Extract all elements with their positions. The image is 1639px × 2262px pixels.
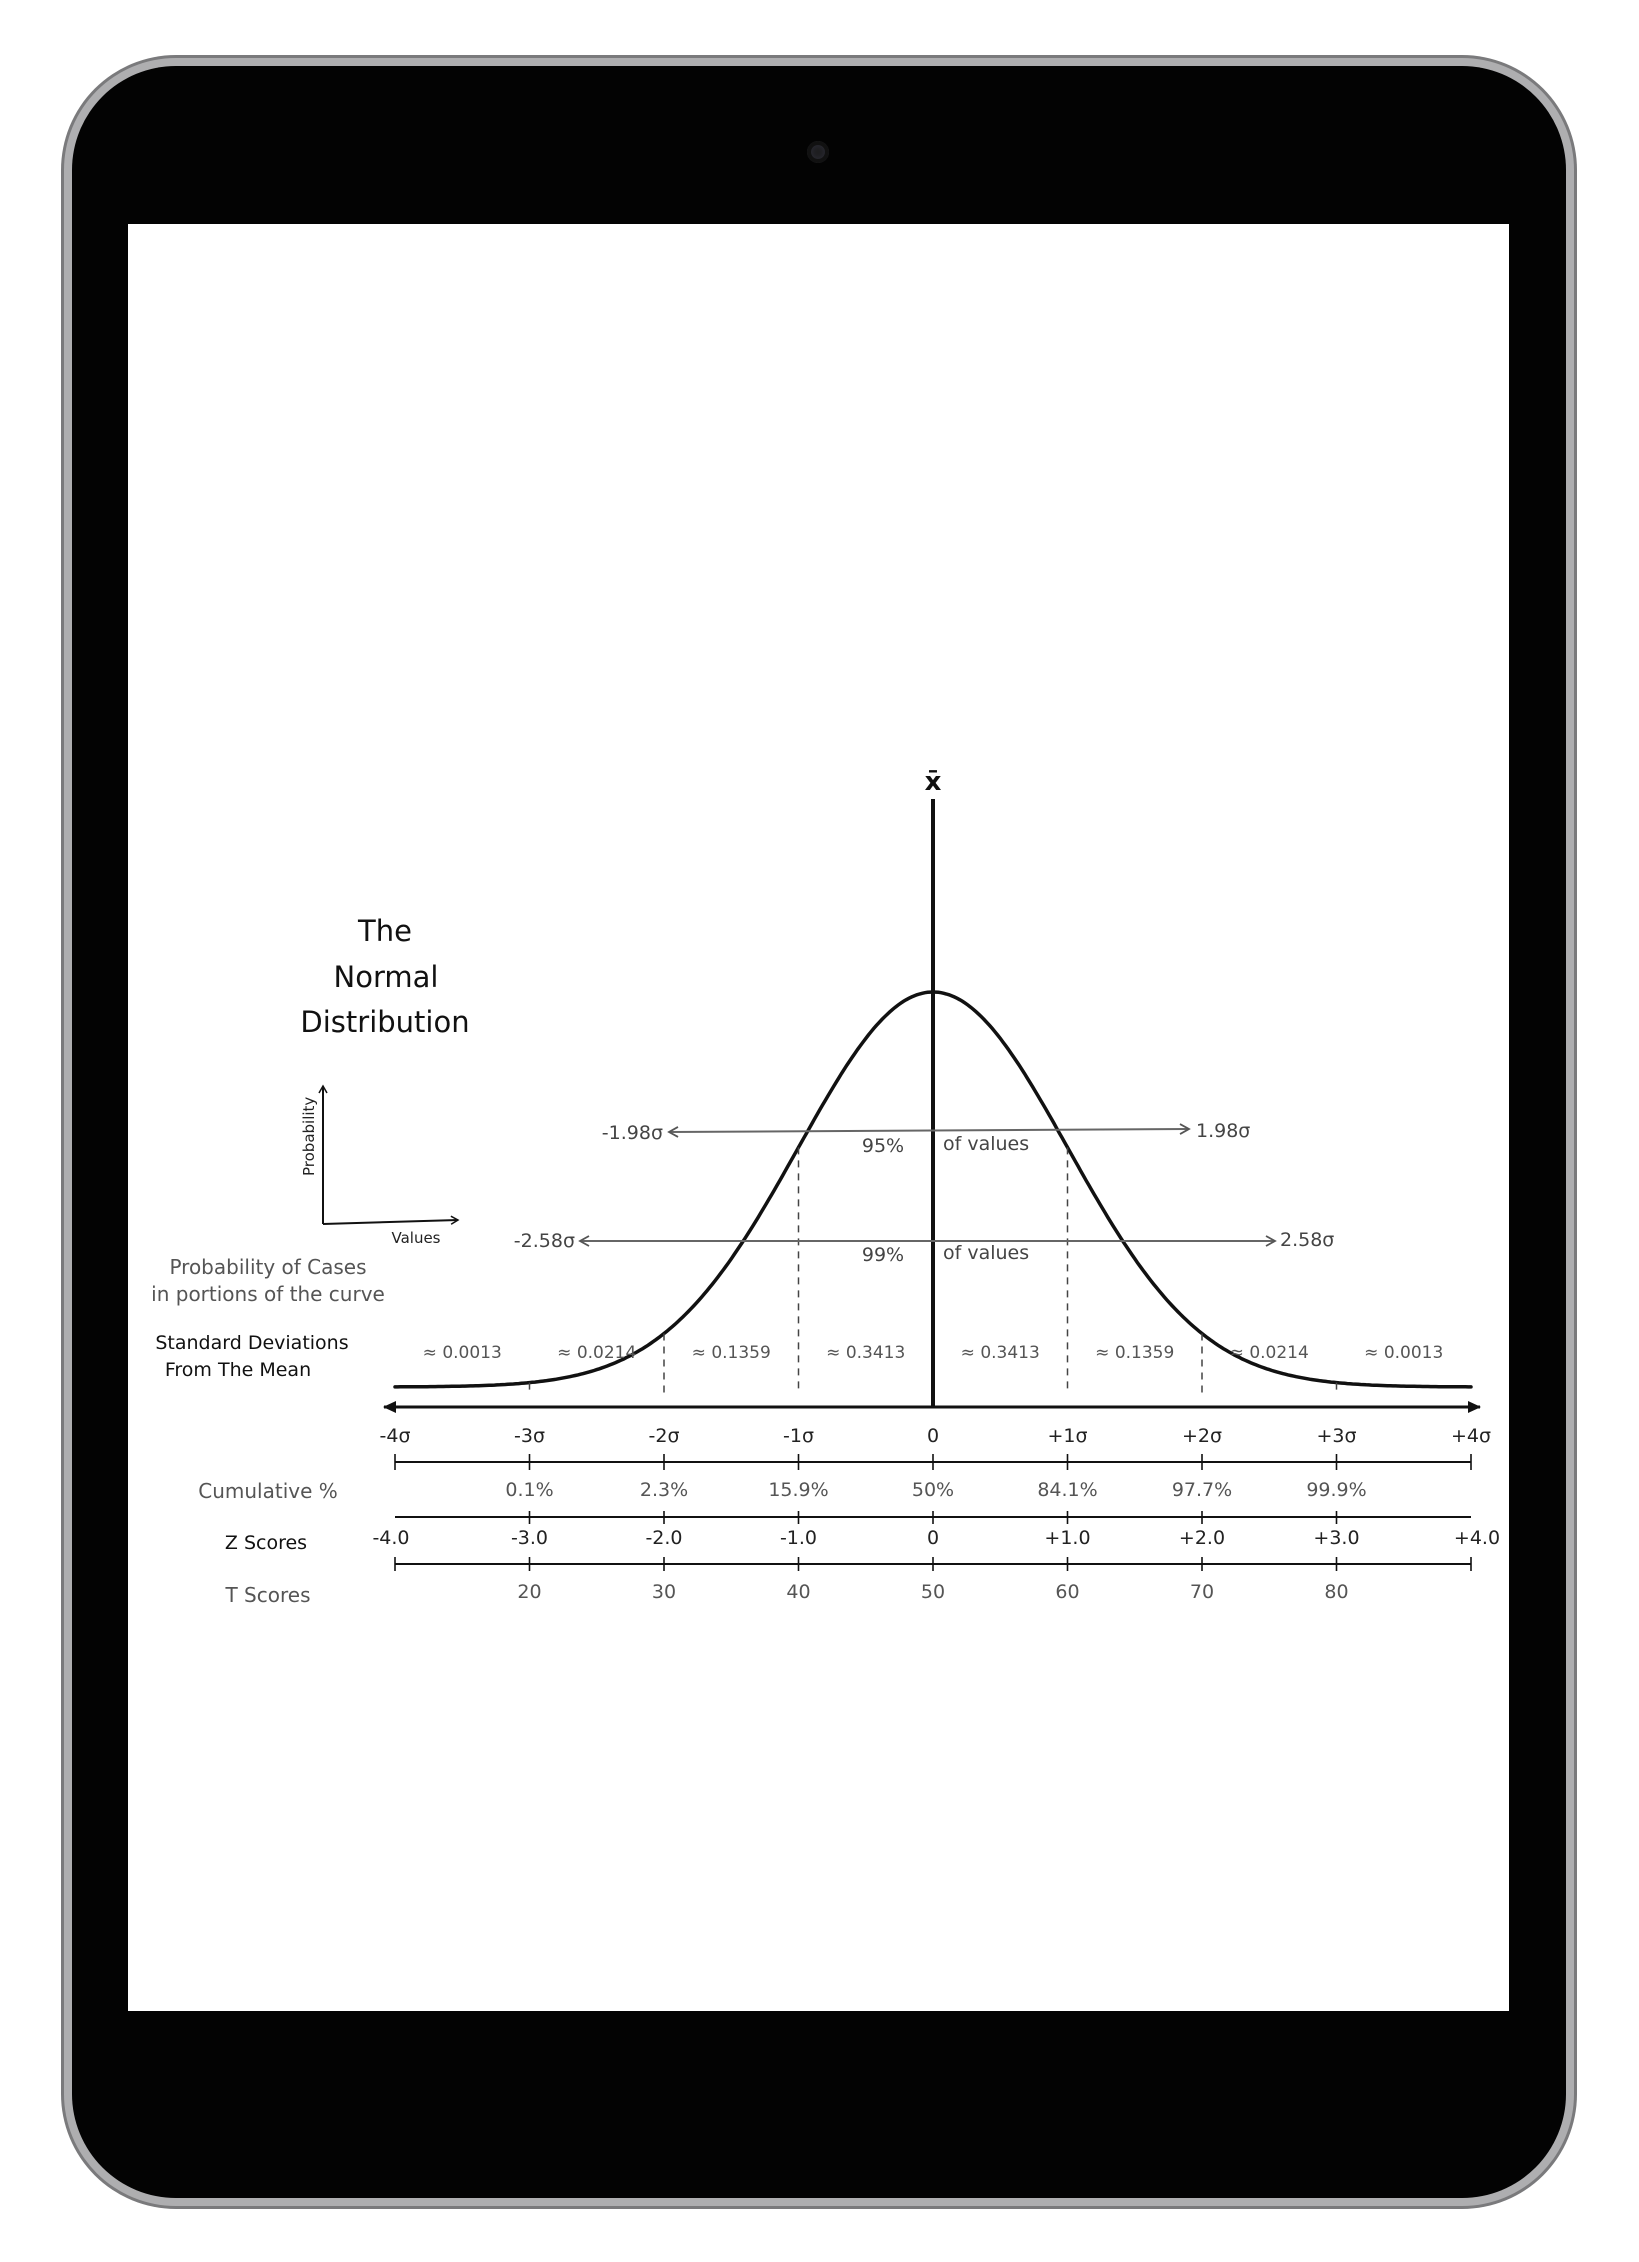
sd-tick-label: -4σ: [380, 1425, 411, 1447]
t-score-value: 20: [517, 1581, 541, 1603]
interval-99-left-label: -2.58σ: [514, 1230, 575, 1252]
z-score-value: +4.0: [1454, 1527, 1500, 1549]
sd-tick-label: -3σ: [514, 1425, 545, 1447]
interval-99-right-label: 2.58σ: [1280, 1229, 1334, 1251]
sd-tick-label: +3σ: [1316, 1425, 1356, 1447]
probability-value: ≈ 0.1359: [1095, 1343, 1174, 1363]
z-score-value: +3.0: [1313, 1527, 1359, 1549]
probability-value: ≈ 0.1359: [692, 1343, 771, 1363]
cumulative-value: 97.7%: [1172, 1479, 1232, 1501]
probability-values: ≈ 0.0013 ≈ 0.0214 ≈ 0.1359 ≈ 0.3413 ≈ 0.3413…: [423, 1343, 1444, 1363]
prob-label-line-2: in portions of the curve: [151, 1282, 385, 1306]
z-scores-label: Z Scores: [225, 1532, 307, 1554]
t-score-value: 50: [921, 1581, 945, 1603]
mean-symbol: x̄: [925, 767, 942, 797]
probability-value: ≈ 0.0214: [557, 1343, 636, 1363]
front-camera: [807, 141, 829, 163]
sd-label-line-1: Standard Deviations: [155, 1332, 348, 1354]
cumulative-label: Cumulative %: [198, 1479, 338, 1503]
t-score-value: 80: [1324, 1581, 1348, 1603]
title-line-2: Normal: [334, 960, 439, 994]
cumulative-value: 84.1%: [1037, 1479, 1097, 1501]
mini-axis-ylabel: Probability: [300, 1097, 318, 1176]
sd-tick-label: -2σ: [649, 1425, 680, 1447]
scale-rows: -4σ -3σ -2σ -1σ 0 +1σ +2σ +3σ +4σ 0.1% 2.3% 15.9% 50…: [372, 1425, 1500, 1603]
cumulative-value: 99.9%: [1306, 1479, 1366, 1501]
probability-value: ≈ 0.3413: [826, 1343, 905, 1363]
sd-tick-label: -1σ: [783, 1425, 814, 1447]
sd-label-line-2: From The Mean: [165, 1359, 311, 1381]
t-score-value: 60: [1055, 1581, 1079, 1603]
sd-tick-label: +1σ: [1047, 1425, 1087, 1447]
mini-axes-icon: Probability Values: [300, 1084, 460, 1247]
sd-tick-label: 0: [927, 1425, 939, 1447]
z-score-value: -3.0: [511, 1527, 548, 1549]
probability-value: ≈ 0.0214: [1230, 1343, 1309, 1363]
title-line-1: The: [357, 914, 412, 948]
interval-95-right-label: 1.98σ: [1196, 1120, 1250, 1142]
cumulative-value: 0.1%: [505, 1479, 553, 1501]
prob-label-line-1: Probability of Cases: [169, 1255, 366, 1279]
interval-99-percent: 99%: [862, 1244, 904, 1266]
interval-95-text: of values: [943, 1133, 1029, 1155]
z-score-value: +2.0: [1179, 1527, 1225, 1549]
tablet-screen: The Normal Distribution Probability Valu…: [128, 224, 1509, 2011]
sigma-dashed-lines: [528, 1147, 1338, 1394]
t-score-value: 40: [786, 1581, 810, 1603]
title-line-3: Distribution: [300, 1005, 469, 1039]
z-score-value: -4.0: [372, 1527, 409, 1549]
cumulative-value: 2.3%: [640, 1479, 688, 1501]
interval-95: -1.98σ 1.98σ 95% of values: [602, 1120, 1251, 1157]
t-scores-label: T Scores: [224, 1583, 310, 1607]
t-score-value: 70: [1190, 1581, 1214, 1603]
probability-value: ≈ 0.0013: [1364, 1343, 1443, 1363]
mini-axis-xlabel: Values: [391, 1229, 440, 1247]
sd-tick-label: +2σ: [1182, 1425, 1222, 1447]
cumulative-value: 50%: [912, 1479, 954, 1501]
normal-distribution-diagram: The Normal Distribution Probability Valu…: [151, 767, 1500, 1607]
probability-value: ≈ 0.0013: [423, 1343, 502, 1363]
probability-value: ≈ 0.3413: [961, 1343, 1040, 1363]
tablet-frame: The Normal Distribution Probability Valu…: [72, 66, 1566, 2198]
interval-99: -2.58σ 2.58σ 99% of values: [514, 1229, 1335, 1266]
z-score-value: 0: [927, 1527, 939, 1549]
t-score-value: 30: [652, 1581, 676, 1603]
z-score-value: +1.0: [1044, 1527, 1090, 1549]
interval-95-left-label: -1.98σ: [602, 1122, 663, 1144]
z-score-value: -1.0: [780, 1527, 817, 1549]
interval-99-text: of values: [943, 1242, 1029, 1264]
sd-tick-label: +4σ: [1451, 1425, 1491, 1447]
cumulative-value: 15.9%: [768, 1479, 828, 1501]
interval-95-percent: 95%: [862, 1135, 904, 1157]
z-score-value: -2.0: [645, 1527, 682, 1549]
